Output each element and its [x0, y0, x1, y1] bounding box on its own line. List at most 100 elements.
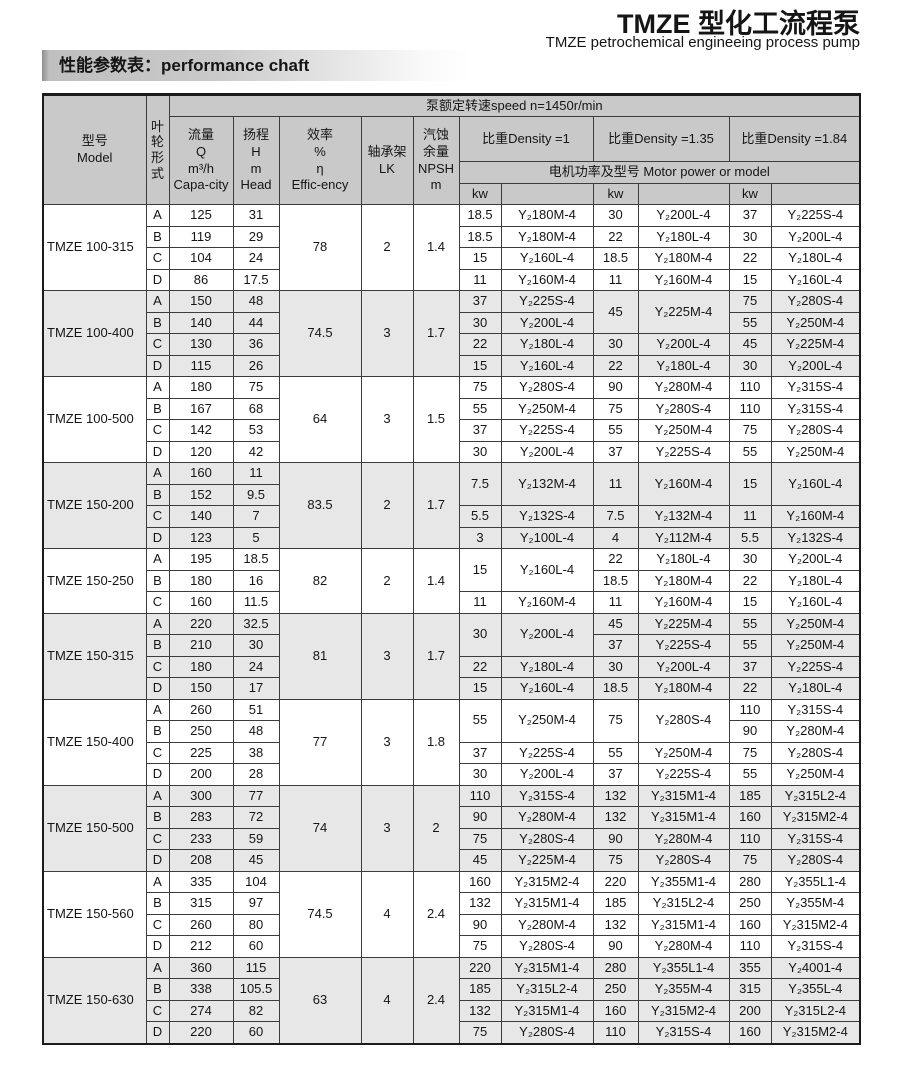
table-row: TMZE 150-560 A 335 104 74.5 4 2.4 160 Y₂315M2-4 2… — [42, 870, 861, 958]
motor-kw-cell: 220 — [592, 870, 639, 893]
head-cell: 75 — [232, 376, 280, 399]
capacity-cell: 260 — [168, 913, 234, 936]
table-row: C 160 11.5 11 Y₂160M-4 11 Y₂160M-4 15 Y₂160L-4 — [43, 591, 861, 614]
table-row: C 130 36 22 Y₂180L-4 30 Y₂200L-4 45 Y₂225M-4 — [43, 333, 861, 356]
motor-model-cell: Y₂315M1-4 — [500, 999, 594, 1022]
motor-kw-cell: 37 — [728, 204, 772, 227]
motor-kw-cell: 11 — [728, 505, 772, 528]
motor-kw-cell: 132 — [592, 806, 639, 829]
motor-kw-cell: 90 — [458, 806, 502, 829]
motor-kw-cell: 15 — [728, 462, 772, 506]
motor-kw-cell: 18.5 — [458, 204, 502, 227]
motor-kw-cell: 45 — [592, 290, 639, 334]
motor-model-cell: Y₂132M-4 — [500, 462, 594, 506]
impeller-cell: A — [145, 204, 170, 227]
motor-kw-cell: 160 — [592, 999, 639, 1022]
motor-kw-cell: 18.5 — [458, 225, 502, 248]
motor-kw-cell: 185 — [728, 784, 772, 807]
motor-kw-cell: 45 — [592, 612, 639, 635]
col-header-kw-1: kw — [458, 183, 502, 205]
motor-kw-cell: 7.5 — [458, 462, 502, 506]
motor-model-cell: Y₂160L-4 — [500, 677, 594, 700]
impeller-cell: C — [145, 419, 170, 442]
motor-kw-cell: 185 — [592, 892, 639, 915]
motor-kw-cell: 15 — [458, 247, 502, 270]
capacity-cell: 225 — [168, 741, 234, 764]
col-header-density-1: 比重Density =1 — [458, 116, 594, 162]
head-cell: 45 — [232, 849, 280, 872]
motor-kw-cell: 55 — [728, 634, 772, 657]
capacity-cell: 220 — [168, 1021, 234, 1044]
table-row: B 210 30 37 Y₂225S-4 55 Y₂250M-4 — [43, 634, 861, 657]
head-cell: 104 — [232, 870, 280, 893]
motor-model-cell: Y₂225M-4 — [500, 849, 594, 872]
motor-kw-cell: 90 — [592, 935, 639, 958]
head-cell: 11.5 — [232, 591, 280, 614]
table-row: D 208 45 45 Y₂225M-4 75 Y₂280S-4 75 Y₂280S-4 — [43, 849, 861, 872]
head-cell: 48 — [232, 290, 280, 313]
motor-model-cell: Y₂315M1-4 — [500, 956, 594, 979]
motor-kw-cell: 22 — [458, 655, 502, 678]
head-cell: 17 — [232, 677, 280, 700]
capacity-cell: 210 — [168, 634, 234, 657]
col-header-motor-model-3 — [770, 183, 861, 205]
motor-model-cell: Y₂280S-4 — [770, 849, 861, 872]
table-row: TMZE 100-400 A 150 48 74.5 3 1.7 37 Y₂225S-4 45 Y₂… — [42, 290, 861, 377]
motor-model-cell: Y₂315M2-4 — [500, 870, 594, 893]
npsh-cell: 2.4 — [412, 870, 460, 958]
motor-model-cell: Y₂132M-4 — [637, 505, 730, 528]
motor-model-cell: Y₂315S-4 — [770, 376, 861, 399]
impeller-cell: D — [145, 1021, 170, 1044]
impeller-cell: A — [145, 870, 170, 893]
motor-kw-cell: 75 — [592, 397, 639, 420]
head-cell: 48 — [232, 720, 280, 743]
motor-kw-cell: 160 — [728, 913, 772, 936]
motor-kw-cell: 5.5 — [728, 526, 772, 549]
motor-kw-cell: 75 — [592, 698, 639, 743]
motor-kw-cell: 110 — [458, 784, 502, 807]
motor-model-cell: Y₂280M-4 — [500, 913, 594, 936]
capacity-cell: 233 — [168, 827, 234, 850]
capacity-cell: 335 — [168, 870, 234, 893]
motor-kw-cell: 22 — [728, 569, 772, 592]
capacity-cell: 167 — [168, 397, 234, 420]
motor-model-cell: Y₂315L2-4 — [770, 999, 861, 1022]
head-cell: 72 — [232, 806, 280, 829]
motor-kw-cell: 3 — [458, 526, 502, 549]
motor-kw-cell: 280 — [592, 956, 639, 979]
efficiency-cell: 74.5 — [278, 290, 362, 377]
motor-model-cell: Y₂225M-4 — [770, 333, 861, 356]
motor-model-cell: Y₂280S-4 — [500, 1021, 594, 1044]
motor-model-cell: Y₂315M1-4 — [637, 913, 730, 936]
motor-kw-cell: 30 — [592, 655, 639, 678]
efficiency-cell: 74 — [278, 784, 362, 872]
model-cell: TMZE 150-250 — [42, 548, 147, 614]
motor-model-cell: Y₂225S-4 — [770, 655, 861, 678]
motor-model-cell: Y₂355M1-4 — [637, 870, 730, 893]
npsh-cell: 1.8 — [412, 698, 460, 786]
motor-kw-cell: 37 — [458, 290, 502, 313]
capacity-cell: 212 — [168, 935, 234, 958]
motor-kw-cell: 160 — [728, 806, 772, 829]
model-cell: TMZE 150-400 — [42, 698, 147, 786]
motor-kw-cell: 55 — [458, 698, 502, 743]
impeller-cell: C — [145, 591, 170, 614]
motor-model-cell: Y₂160L-4 — [770, 591, 861, 614]
table-row: B 315 97 132 Y₂315M1-4 185 Y₂315L2-4 250 Y₂355M-… — [43, 892, 861, 915]
motor-model-cell: Y₂315M1-4 — [637, 806, 730, 829]
motor-kw-cell: 315 — [728, 978, 772, 1001]
motor-kw-cell: 55 — [728, 612, 772, 635]
impeller-cell: D — [145, 268, 170, 291]
motor-kw-cell: 11 — [592, 591, 639, 614]
table-row: TMZE 150-200 A 160 11 83.5 2 1.7 7.5 Y₂132M-4 11 Y… — [42, 462, 861, 549]
motor-kw-cell: 11 — [592, 268, 639, 291]
motor-model-cell: Y₂180M-4 — [637, 247, 730, 270]
motor-model-cell: Y₂160L-4 — [500, 247, 594, 270]
motor-model-cell: Y₂200L-4 — [500, 612, 594, 657]
motor-model-cell: Y₂200L-4 — [637, 655, 730, 678]
table-row: B 338 105.5 185 Y₂315L2-4 250 Y₂355M-4 315 Y₂355… — [43, 978, 861, 1001]
efficiency-cell: 77 — [278, 698, 362, 786]
head-cell: 9.5 — [232, 483, 280, 506]
motor-kw-cell: 220 — [458, 956, 502, 979]
